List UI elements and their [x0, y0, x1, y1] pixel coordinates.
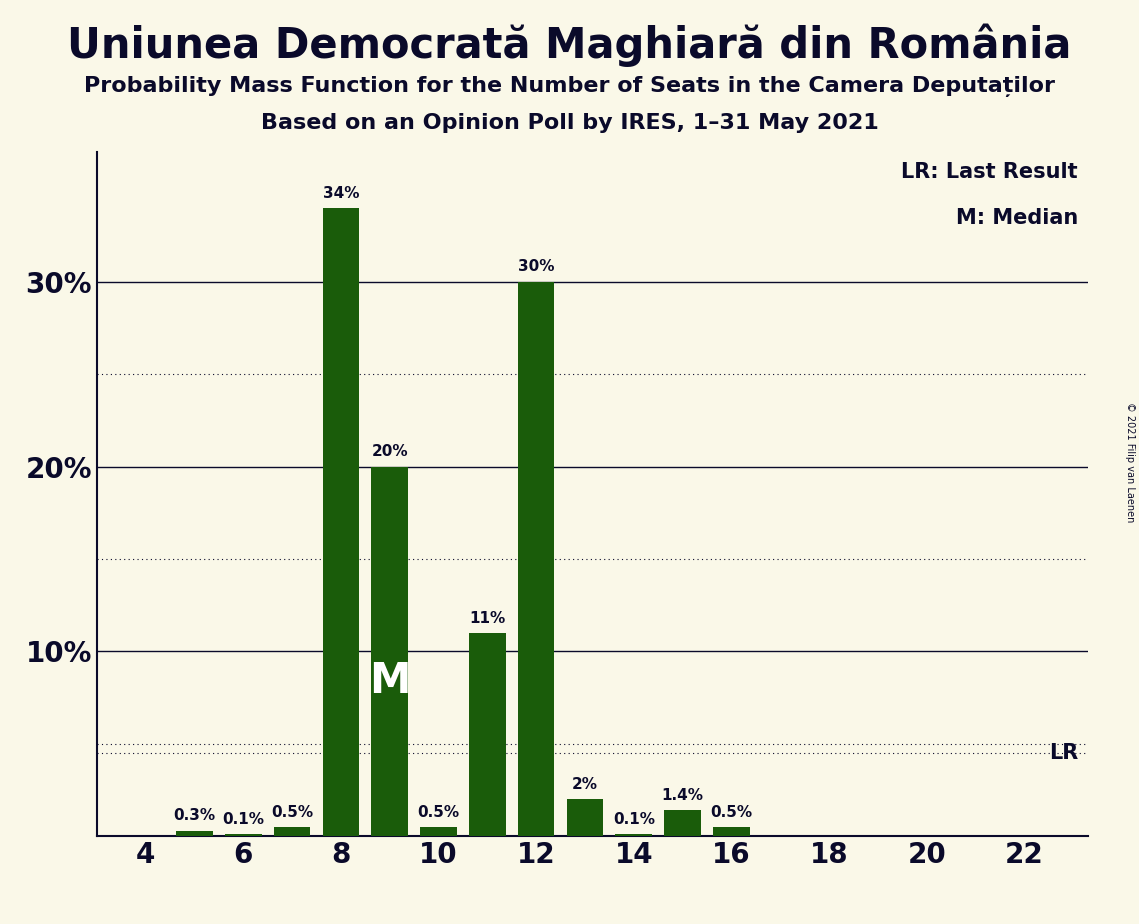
- Text: © 2021 Filip van Laenen: © 2021 Filip van Laenen: [1125, 402, 1134, 522]
- Text: 34%: 34%: [322, 186, 359, 201]
- Bar: [566, 799, 604, 836]
- Text: 2%: 2%: [572, 777, 598, 792]
- Text: 0.3%: 0.3%: [173, 808, 215, 823]
- Text: 20%: 20%: [371, 444, 408, 459]
- Bar: [615, 834, 652, 836]
- Text: 0.1%: 0.1%: [613, 812, 655, 827]
- Text: Probability Mass Function for the Number of Seats in the Camera Deputaților: Probability Mass Function for the Number…: [84, 76, 1055, 97]
- Bar: [224, 834, 262, 836]
- Text: Uniunea Democrată Maghiară din România: Uniunea Democrată Maghiară din România: [67, 23, 1072, 67]
- Bar: [322, 208, 359, 836]
- Text: 1.4%: 1.4%: [662, 788, 704, 803]
- Text: 11%: 11%: [469, 611, 506, 626]
- Bar: [371, 467, 408, 836]
- Bar: [518, 282, 555, 836]
- Text: 30%: 30%: [518, 260, 555, 274]
- Bar: [469, 633, 506, 836]
- Text: M: Median: M: Median: [956, 208, 1077, 228]
- Bar: [664, 810, 700, 836]
- Text: 0.1%: 0.1%: [222, 812, 264, 827]
- Bar: [273, 827, 310, 836]
- Text: Based on an Opinion Poll by IRES, 1–31 May 2021: Based on an Opinion Poll by IRES, 1–31 M…: [261, 113, 878, 133]
- Text: M: M: [369, 660, 410, 702]
- Text: 0.5%: 0.5%: [711, 805, 753, 820]
- Bar: [177, 831, 213, 836]
- Bar: [420, 827, 457, 836]
- Text: 0.5%: 0.5%: [418, 805, 459, 820]
- Text: LR: Last Result: LR: Last Result: [901, 162, 1077, 182]
- Bar: [713, 827, 749, 836]
- Text: 0.5%: 0.5%: [271, 805, 313, 820]
- Text: LR: LR: [1049, 743, 1077, 763]
